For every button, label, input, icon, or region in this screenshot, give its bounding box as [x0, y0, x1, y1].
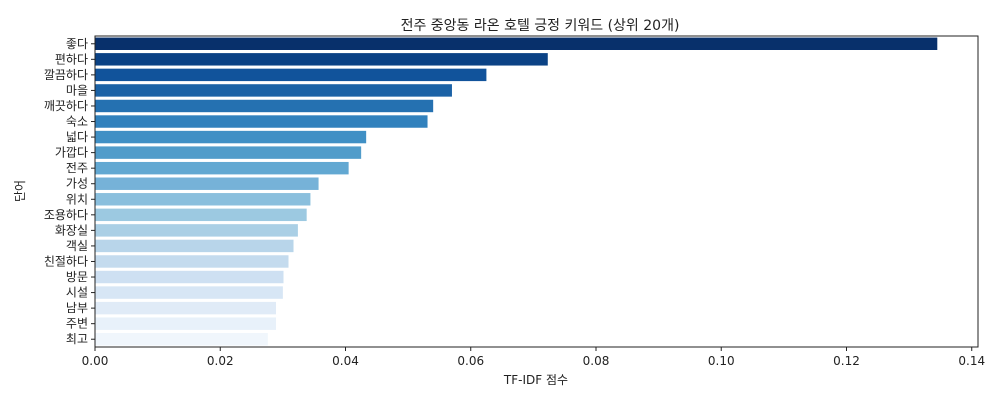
- x-tick-label: 0.00: [82, 354, 109, 368]
- y-tick-label: 최고: [66, 332, 88, 346]
- x-tick-label: 0.10: [708, 354, 735, 368]
- y-tick-label: 시설: [66, 286, 88, 300]
- y-tick-label: 조용하다: [44, 208, 88, 222]
- y-tick-label: 방문: [66, 270, 88, 284]
- bar-12: [95, 208, 307, 222]
- y-tick-label: 객실: [66, 239, 88, 253]
- y-tick-label: 남부: [66, 301, 88, 315]
- y-tick-label: 화장실: [55, 223, 88, 237]
- x-ticks-group: 0.00 0.02 0.04 0.06 0.08 0.10 0.12 0.14: [82, 347, 985, 368]
- bar-16: [95, 270, 284, 284]
- bar-8: [95, 146, 362, 159]
- bar-18: [95, 301, 276, 315]
- x-tick-label: 0.14: [958, 354, 985, 368]
- y-tick-label: 넓다: [66, 130, 88, 144]
- bar-10: [95, 177, 319, 190]
- x-tick-label: 0.04: [332, 354, 359, 368]
- bar-15: [95, 255, 289, 268]
- chart-title: 전주 중앙동 라온 호텔 긍정 키워드 (상위 20개): [401, 18, 680, 34]
- bar-2: [95, 53, 548, 66]
- bar-7: [95, 130, 367, 144]
- bar-6: [95, 115, 428, 128]
- x-tick-label: 0.06: [457, 354, 484, 368]
- bar-13: [95, 224, 298, 237]
- y-tick-label: 가성: [66, 177, 88, 191]
- x-tick-label: 0.02: [207, 354, 234, 368]
- bar-5: [95, 99, 434, 113]
- y-tick-label: 전주: [66, 161, 88, 175]
- y-tick-label: 좋다: [66, 37, 88, 51]
- bar-17: [95, 286, 283, 299]
- bar-20: [95, 333, 268, 346]
- bar-3: [95, 68, 487, 82]
- y-axis-label: 단어: [13, 180, 27, 202]
- bar-1: [95, 37, 938, 50]
- bar-19: [95, 317, 276, 330]
- y-tick-label: 숙소: [66, 115, 88, 129]
- y-tick-label: 깨끗하다: [44, 99, 88, 113]
- plot-frame: [94, 35, 979, 348]
- y-ticks-group: 좋다편하다깔끔하다마을깨끗하다숙소넓다가깝다전주가성위치조용하다화장실객실친절하…: [44, 37, 95, 346]
- bar-4: [95, 84, 452, 97]
- y-tick-label: 가깝다: [55, 146, 88, 160]
- y-tick-label: 마을: [66, 83, 88, 97]
- y-tick-label: 위치: [66, 192, 88, 206]
- y-tick-label: 깔끔하다: [44, 68, 88, 82]
- bar-9: [95, 161, 349, 175]
- y-tick-label: 주변: [66, 317, 88, 331]
- x-tick-label: 0.08: [583, 354, 610, 368]
- bar-14: [95, 239, 294, 253]
- bar-11: [95, 193, 311, 206]
- y-tick-label: 편하다: [55, 52, 88, 66]
- y-tick-label: 친절하다: [44, 254, 88, 268]
- x-tick-label: 0.12: [833, 354, 860, 368]
- bars-group: [95, 37, 938, 346]
- x-axis-label: TF-IDF 점수: [503, 373, 568, 387]
